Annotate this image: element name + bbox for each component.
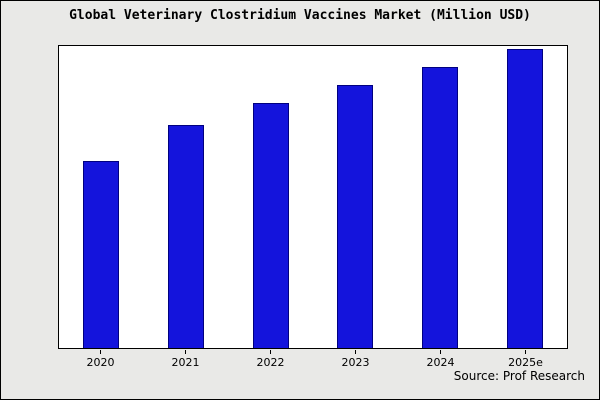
x-tick-label-2020: 2020: [86, 356, 115, 369]
x-tick-label-2025e: 2025e: [508, 356, 543, 369]
bars-row: [59, 46, 567, 348]
bar-column: [228, 46, 313, 348]
x-tick-cell: 2021: [143, 350, 228, 369]
x-tick-mark: [270, 350, 271, 354]
x-tick-mark: [440, 350, 441, 354]
source-attribution: Source: Prof Research: [453, 369, 585, 383]
plot-area: [58, 45, 568, 349]
x-tick-label-2023: 2023: [341, 356, 370, 369]
x-tick-cell: 2024: [398, 350, 483, 369]
x-tick-label-2024: 2024: [426, 356, 455, 369]
bar-column: [144, 46, 229, 348]
x-tick-mark: [355, 350, 356, 354]
bar-2025e: [506, 49, 543, 348]
x-tick-label-2022: 2022: [256, 356, 285, 369]
bar-column: [313, 46, 398, 348]
x-tick-cell: 2025e: [483, 350, 568, 369]
x-tick-cell: 2023: [313, 350, 398, 369]
chart-title: Global Veterinary Clostridium Vaccines M…: [69, 8, 531, 23]
x-tick-cell: 2020: [58, 350, 143, 369]
x-axis-labels: 2020 2021 2022 2023 2024 2025e: [58, 350, 568, 369]
x-tick-label-2021: 2021: [171, 356, 200, 369]
bar-column: [59, 46, 144, 348]
bar-2021: [168, 124, 204, 348]
x-tick-mark: [100, 350, 101, 354]
bar-column: [482, 46, 567, 348]
x-tick-mark: [525, 350, 526, 354]
bar-2024: [422, 67, 459, 348]
x-tick-cell: 2022: [228, 350, 313, 369]
bar-2022: [252, 103, 289, 348]
bar-column: [398, 46, 483, 348]
bar-2023: [337, 85, 374, 348]
bar-2020: [83, 160, 120, 348]
x-tick-mark: [185, 350, 186, 354]
